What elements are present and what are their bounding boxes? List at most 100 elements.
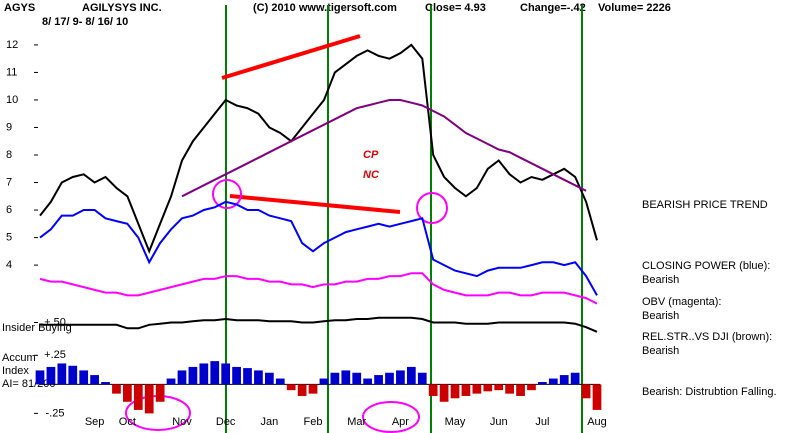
bar — [123, 384, 132, 402]
bar — [79, 370, 89, 385]
bar — [243, 368, 252, 385]
y-tick-label: 6 — [6, 204, 12, 216]
y-tick-label: 11 — [6, 66, 17, 78]
bar — [581, 384, 591, 399]
y-tick-label: 4 — [6, 259, 12, 271]
ticker: AGYS — [4, 2, 35, 14]
line — [39, 43, 598, 255]
trend-line — [229, 194, 401, 214]
close: Close= 4.93 — [425, 2, 486, 14]
bar — [341, 370, 351, 385]
bar — [199, 363, 209, 385]
note: BEARISH PRICE TREND — [642, 199, 768, 211]
x-tick-label: May — [445, 416, 466, 428]
bar — [90, 375, 99, 385]
note: Bearish — [642, 310, 679, 322]
bar — [450, 384, 460, 399]
panel-title: Index — [2, 365, 29, 377]
x-tick-label: Apr — [392, 416, 409, 428]
source: (C) 2010 www.tigersoft.com — [253, 2, 397, 14]
y-tick-label: 10 — [6, 94, 18, 106]
trend-line — [221, 34, 361, 80]
bar — [406, 366, 416, 385]
bar — [319, 378, 329, 385]
x-tick-label: Aug — [587, 416, 607, 428]
x-tick-label: Dec — [216, 416, 236, 428]
y-tick-label: +.50 — [44, 316, 66, 328]
y-tick-label: 7 — [6, 176, 12, 188]
bar — [505, 384, 514, 394]
bar — [254, 370, 263, 385]
bar — [101, 382, 110, 385]
note: CLOSING POWER (blue): — [642, 260, 770, 272]
x-tick-label: Oct — [119, 416, 136, 428]
bar — [330, 372, 340, 385]
y-tick-label: +.25 — [44, 349, 66, 361]
x-tick-label: Sep — [85, 416, 105, 428]
x-tick-label: Nov — [172, 416, 192, 428]
bar — [188, 366, 198, 385]
bar — [286, 384, 296, 391]
line — [40, 316, 598, 333]
y-tick-label: 8 — [6, 149, 12, 161]
trend-lines — [221, 34, 401, 214]
circle — [416, 192, 448, 224]
bar — [461, 384, 471, 396]
bar — [417, 372, 427, 385]
bar — [548, 378, 558, 385]
bar — [559, 375, 569, 385]
bar — [483, 384, 493, 392]
bar — [592, 384, 602, 410]
x-tick-label: Jul — [535, 416, 549, 428]
bar — [363, 378, 373, 385]
bar — [527, 384, 536, 391]
bar — [374, 375, 383, 385]
bar — [264, 372, 274, 385]
bar — [428, 384, 438, 396]
bar — [472, 384, 482, 394]
bar — [232, 366, 241, 385]
bar — [396, 370, 405, 385]
bar — [155, 384, 165, 402]
bar — [439, 384, 449, 402]
bar — [221, 363, 231, 385]
x-tick-label: Feb — [304, 416, 323, 428]
circle — [212, 179, 242, 209]
bar — [144, 384, 154, 414]
circles — [125, 179, 448, 433]
bar — [133, 384, 143, 410]
bar — [570, 372, 580, 385]
bar — [385, 372, 394, 385]
y-tick-label: 12 — [6, 39, 18, 51]
note: Bearish — [642, 274, 679, 286]
y-tick-label: 5 — [6, 231, 12, 243]
note: REL.STR..VS DJI (brown): — [642, 331, 772, 343]
x-tick-label: Jun — [490, 416, 508, 428]
y-tick-label: -.25 — [46, 407, 65, 419]
x-tick-label: Mar — [347, 416, 366, 428]
line — [39, 272, 598, 305]
line — [181, 99, 587, 198]
bar — [538, 382, 547, 385]
bar — [112, 384, 121, 394]
circle — [362, 401, 420, 433]
bar — [35, 370, 45, 385]
date-range: 8/ 17/ 9- 8/ 16/ 10 — [42, 16, 128, 28]
bar — [166, 378, 176, 385]
bar — [308, 384, 318, 394]
panel-title: Accum — [2, 352, 36, 364]
note: Bearish — [642, 345, 679, 357]
bar — [57, 363, 67, 385]
bar — [68, 365, 78, 385]
change: Change=-.42 — [520, 2, 586, 14]
y-tick-label: 9 — [6, 121, 12, 133]
note: Bearish: Distrubtion Falling. — [642, 386, 777, 398]
bar — [516, 384, 525, 396]
volume: Volume= 2226 — [598, 2, 671, 14]
note: OBV (magenta): — [642, 296, 721, 308]
line — [39, 200, 598, 296]
annotation: NC — [363, 169, 380, 181]
bar — [210, 361, 220, 385]
bar — [275, 378, 285, 385]
